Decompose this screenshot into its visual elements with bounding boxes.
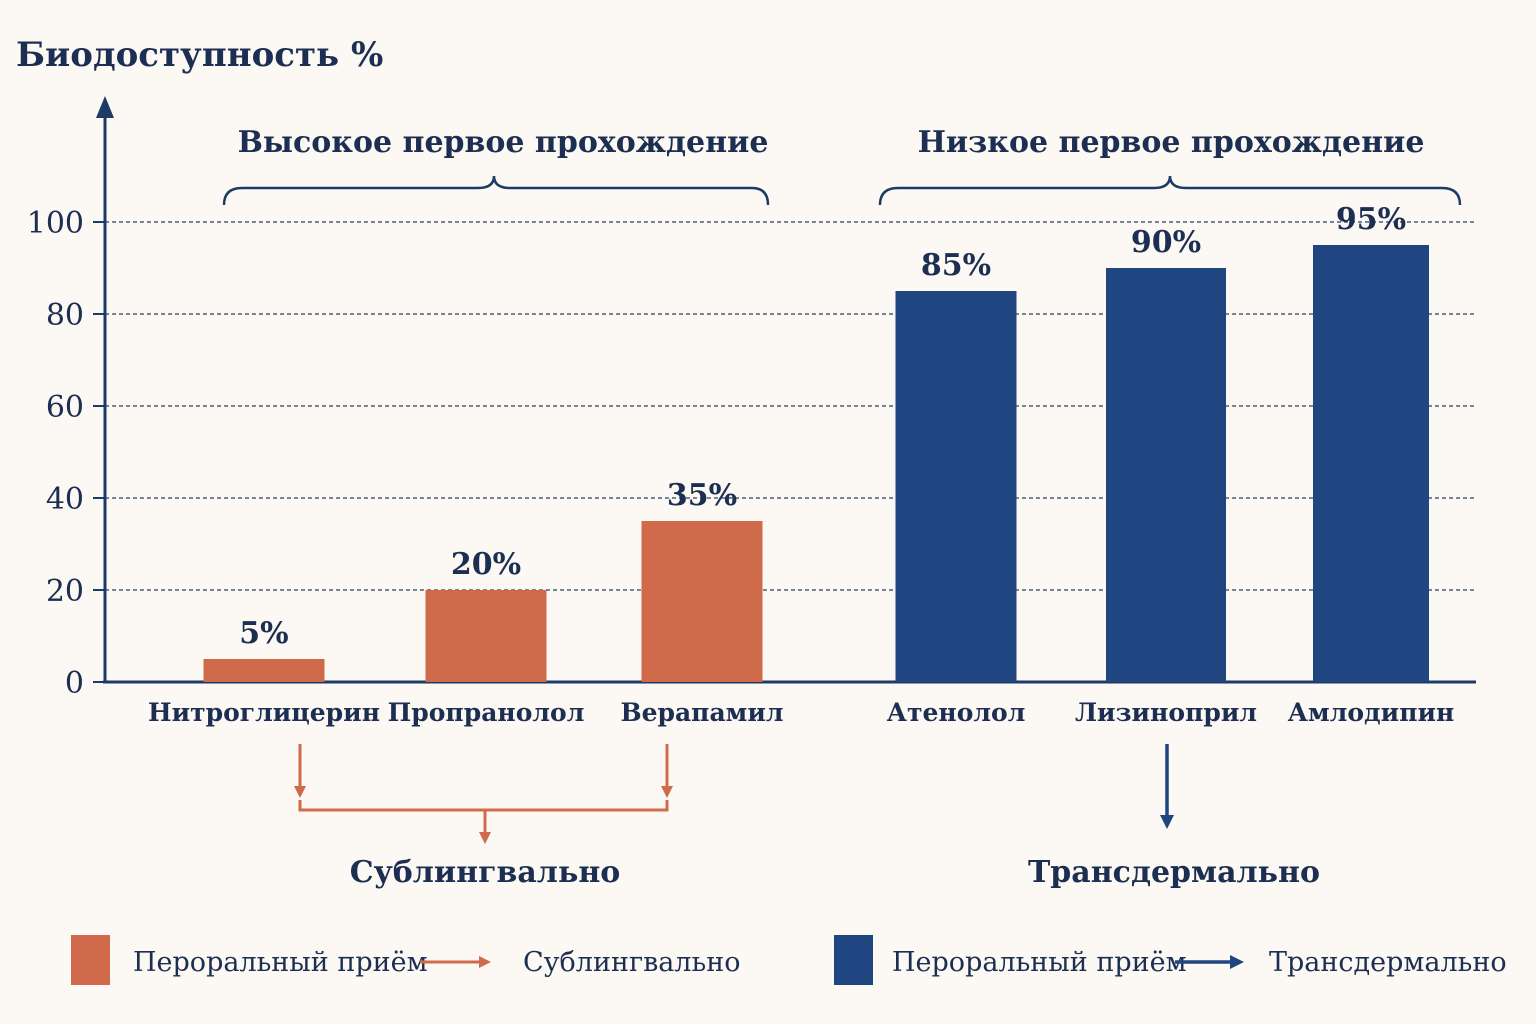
bar-value-label: 5%	[239, 616, 288, 651]
y-tick-label: 100	[27, 206, 84, 241]
bar-value-label: 90%	[1131, 225, 1201, 260]
legend-sublingual-label: Сублингвально	[523, 947, 741, 978]
y-tick-label: 20	[46, 574, 84, 609]
group-label-high: Высокое первое прохождение	[238, 125, 769, 160]
group-label-low: Низкое первое прохождение	[918, 125, 1425, 160]
route-label-transdermal: Трансдермально	[1028, 855, 1320, 890]
bar-value-label: 20%	[451, 547, 521, 582]
x-category-label: Амлодипин	[1288, 698, 1455, 727]
bar-value-label: 35%	[667, 478, 737, 513]
group-brace-low	[878, 175, 1462, 206]
route-label-sublingual: Сублингвально	[350, 855, 621, 890]
x-category-label: Пропранолол	[388, 698, 585, 727]
y-tick-label: 60	[46, 390, 84, 425]
y-tick-label: 0	[65, 666, 84, 701]
x-category-label: Лизиноприл	[1075, 698, 1257, 727]
bar-value-label: 85%	[921, 248, 991, 283]
y-tick-label: 80	[46, 298, 84, 333]
bars-layer: 5% Нитроглицерин 20% Пропранолол 35% Верапами…	[148, 202, 1454, 727]
bar	[895, 291, 1017, 682]
bar	[1313, 245, 1429, 682]
y-axis-title: Биодоступность %	[16, 35, 383, 75]
legend-oral-label-2: Пероральный приём	[892, 947, 1187, 978]
legend-oral-label-1: Пероральный приём	[133, 947, 428, 978]
route-arrows-sublingual	[294, 744, 673, 844]
legend-swatch-orange	[71, 935, 110, 985]
group-brace-high	[222, 175, 770, 206]
bar	[1106, 268, 1226, 682]
x-category-label: Нитроглицерин	[148, 698, 380, 727]
bar	[425, 590, 547, 682]
x-category-label: Атенолол	[887, 698, 1026, 727]
y-axis-arrow-icon	[96, 96, 114, 118]
y-tick-label: 40	[46, 482, 84, 517]
bar	[203, 659, 325, 682]
legend-transdermal-label: Трансдермально	[1269, 947, 1507, 978]
legend: Пероральный приём Сублингвально Перораль…	[71, 935, 1507, 985]
x-category-label: Верапамил	[620, 698, 783, 727]
legend-swatch-blue	[834, 935, 873, 985]
bar	[641, 521, 763, 682]
grid-layer: 0 20 40 60 80 100	[27, 206, 1476, 701]
bar-value-label: 95%	[1336, 202, 1406, 237]
